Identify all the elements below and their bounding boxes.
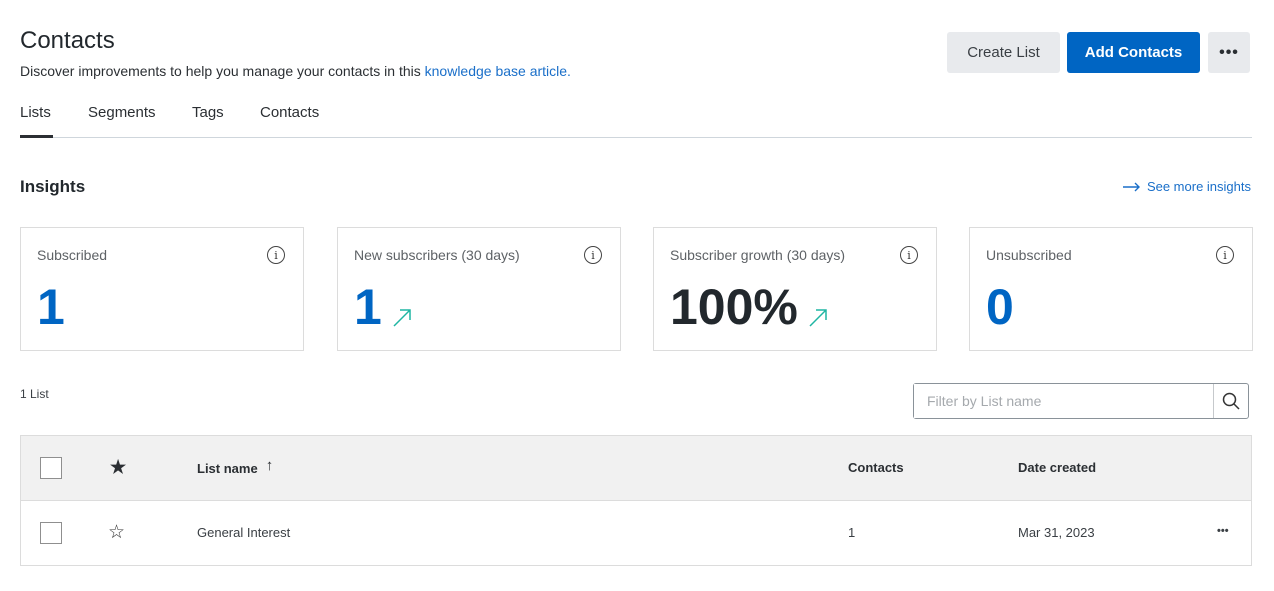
subtitle-text: Discover improvements to help you manage… <box>20 63 425 79</box>
info-icon[interactable]: i <box>1216 246 1234 264</box>
info-icon[interactable]: i <box>267 246 285 264</box>
column-header-list-name[interactable]: List name ↑ <box>197 457 274 477</box>
filter-input[interactable] <box>914 384 1213 418</box>
search-icon <box>1222 392 1240 410</box>
tabs-divider <box>20 137 1252 138</box>
more-options-button[interactable]: ••• <box>1208 32 1250 73</box>
card-value: 100% <box>670 278 828 336</box>
list-name[interactable]: General Interest <box>197 525 291 540</box>
page-title: Contacts <box>20 27 115 54</box>
column-header-contacts[interactable]: Contacts <box>848 460 904 475</box>
insight-card-new-subscribers: New subscribers (30 days) i 1 <box>337 227 621 351</box>
value-text: 1 <box>354 279 382 335</box>
search-button[interactable] <box>1213 384 1248 418</box>
row-checkbox[interactable] <box>40 522 62 544</box>
tab-lists[interactable]: Lists <box>20 104 51 121</box>
list-count: 1 List <box>20 387 49 401</box>
trend-up-icon <box>393 309 411 327</box>
filter-box <box>913 383 1249 419</box>
add-contacts-button[interactable]: Add Contacts <box>1067 32 1200 73</box>
card-label: Subscribed <box>37 247 108 263</box>
tab-segments[interactable]: Segments <box>88 104 156 121</box>
sort-ascending-icon[interactable]: ↑ <box>265 457 274 474</box>
card-label: Unsubscribed <box>986 247 1072 263</box>
info-icon[interactable]: i <box>900 246 918 264</box>
arrow-right-icon <box>1122 182 1140 191</box>
insight-card-subscriber-growth: Subscriber growth (30 days) i 100% <box>653 227 937 351</box>
star-outline-icon[interactable]: ☆ <box>108 522 126 543</box>
page-subtitle: Discover improvements to help you manage… <box>20 63 571 79</box>
card-value: 1 <box>354 278 412 336</box>
trend-up-icon <box>809 309 827 327</box>
card-label: New subscribers (30 days) <box>354 247 520 263</box>
contacts-count: 1 <box>848 525 856 540</box>
insight-card-unsubscribed: Unsubscribed i 0 <box>969 227 1253 351</box>
insight-card-subscribed: Subscribed i 1 <box>20 227 304 351</box>
column-header-date-created[interactable]: Date created <box>1018 460 1097 475</box>
select-all-checkbox[interactable] <box>40 457 62 479</box>
tab-contacts[interactable]: Contacts <box>260 104 320 121</box>
star-filled-icon[interactable]: ★ <box>110 457 127 477</box>
card-value: 0 <box>986 278 1014 336</box>
active-tab-indicator <box>20 135 53 138</box>
card-label: Subscriber growth (30 days) <box>670 247 846 263</box>
tab-tags[interactable]: Tags <box>192 104 224 121</box>
see-more-label: See more insights <box>1146 179 1251 194</box>
date-created: Mar 31, 2023 <box>1018 525 1095 540</box>
value-text: 100% <box>670 279 798 335</box>
row-more-icon[interactable]: ••• <box>1217 525 1229 537</box>
lists-table: ★ List name ↑ Contacts Date created ☆ Gen… <box>20 435 1252 566</box>
knowledge-base-link[interactable]: knowledge base article. <box>424 63 571 79</box>
table-row[interactable]: ☆ General Interest 1 Mar 31, 2023 ••• <box>21 501 1251 566</box>
table-header: ★ List name ↑ Contacts Date created <box>21 436 1251 501</box>
column-label: List name <box>197 461 258 476</box>
value-text: 1 <box>37 279 65 335</box>
create-list-button[interactable]: Create List <box>947 32 1060 73</box>
see-more-insights-link[interactable]: See more insights <box>1122 179 1251 194</box>
card-value: 1 <box>37 278 65 336</box>
info-icon[interactable]: i <box>584 246 602 264</box>
insights-heading: Insights <box>20 177 86 196</box>
value-text: 0 <box>986 279 1014 335</box>
